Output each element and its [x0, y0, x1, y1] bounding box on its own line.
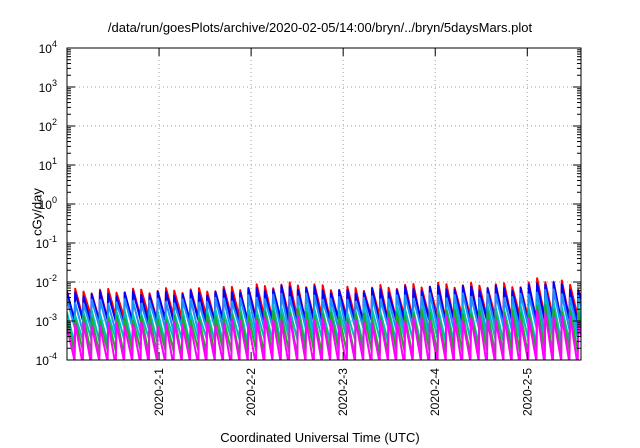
y-tick-label: 103 — [39, 78, 57, 95]
chart-title: /data/run/goesPlots/archive/2020-02-05/1… — [107, 20, 533, 35]
x-axis-label: Coordinated Universal Time (UTC) — [220, 430, 420, 445]
tick-labels: 10-4 10-3 10-2 10-1 100 101 102 103 104 2020-2-1 2… — [36, 39, 535, 416]
ticks — [67, 47, 581, 361]
y-tick-label: 10-4 — [36, 351, 57, 368]
y-tick-label: 10-2 — [36, 273, 57, 290]
y-tick-label: 101 — [39, 156, 57, 173]
y-tick-label: 104 — [39, 39, 57, 56]
x-tick-label: 2020-2-2 — [244, 368, 258, 416]
x-tick-label: 2020-2-4 — [428, 368, 442, 416]
y-tick-label: 102 — [39, 117, 57, 134]
series-group — [67, 277, 581, 360]
y-tick-label: 10-3 — [36, 312, 57, 329]
x-tick-label: 2020-2-3 — [336, 368, 350, 416]
grid — [67, 48, 581, 360]
series-line-6 — [67, 309, 581, 360]
x-tick-label: 2020-2-1 — [152, 368, 166, 416]
x-tick-label: 2020-2-5 — [520, 368, 534, 416]
y-tick-label: 100 — [39, 195, 57, 212]
y-tick-label: 10-1 — [36, 234, 57, 251]
